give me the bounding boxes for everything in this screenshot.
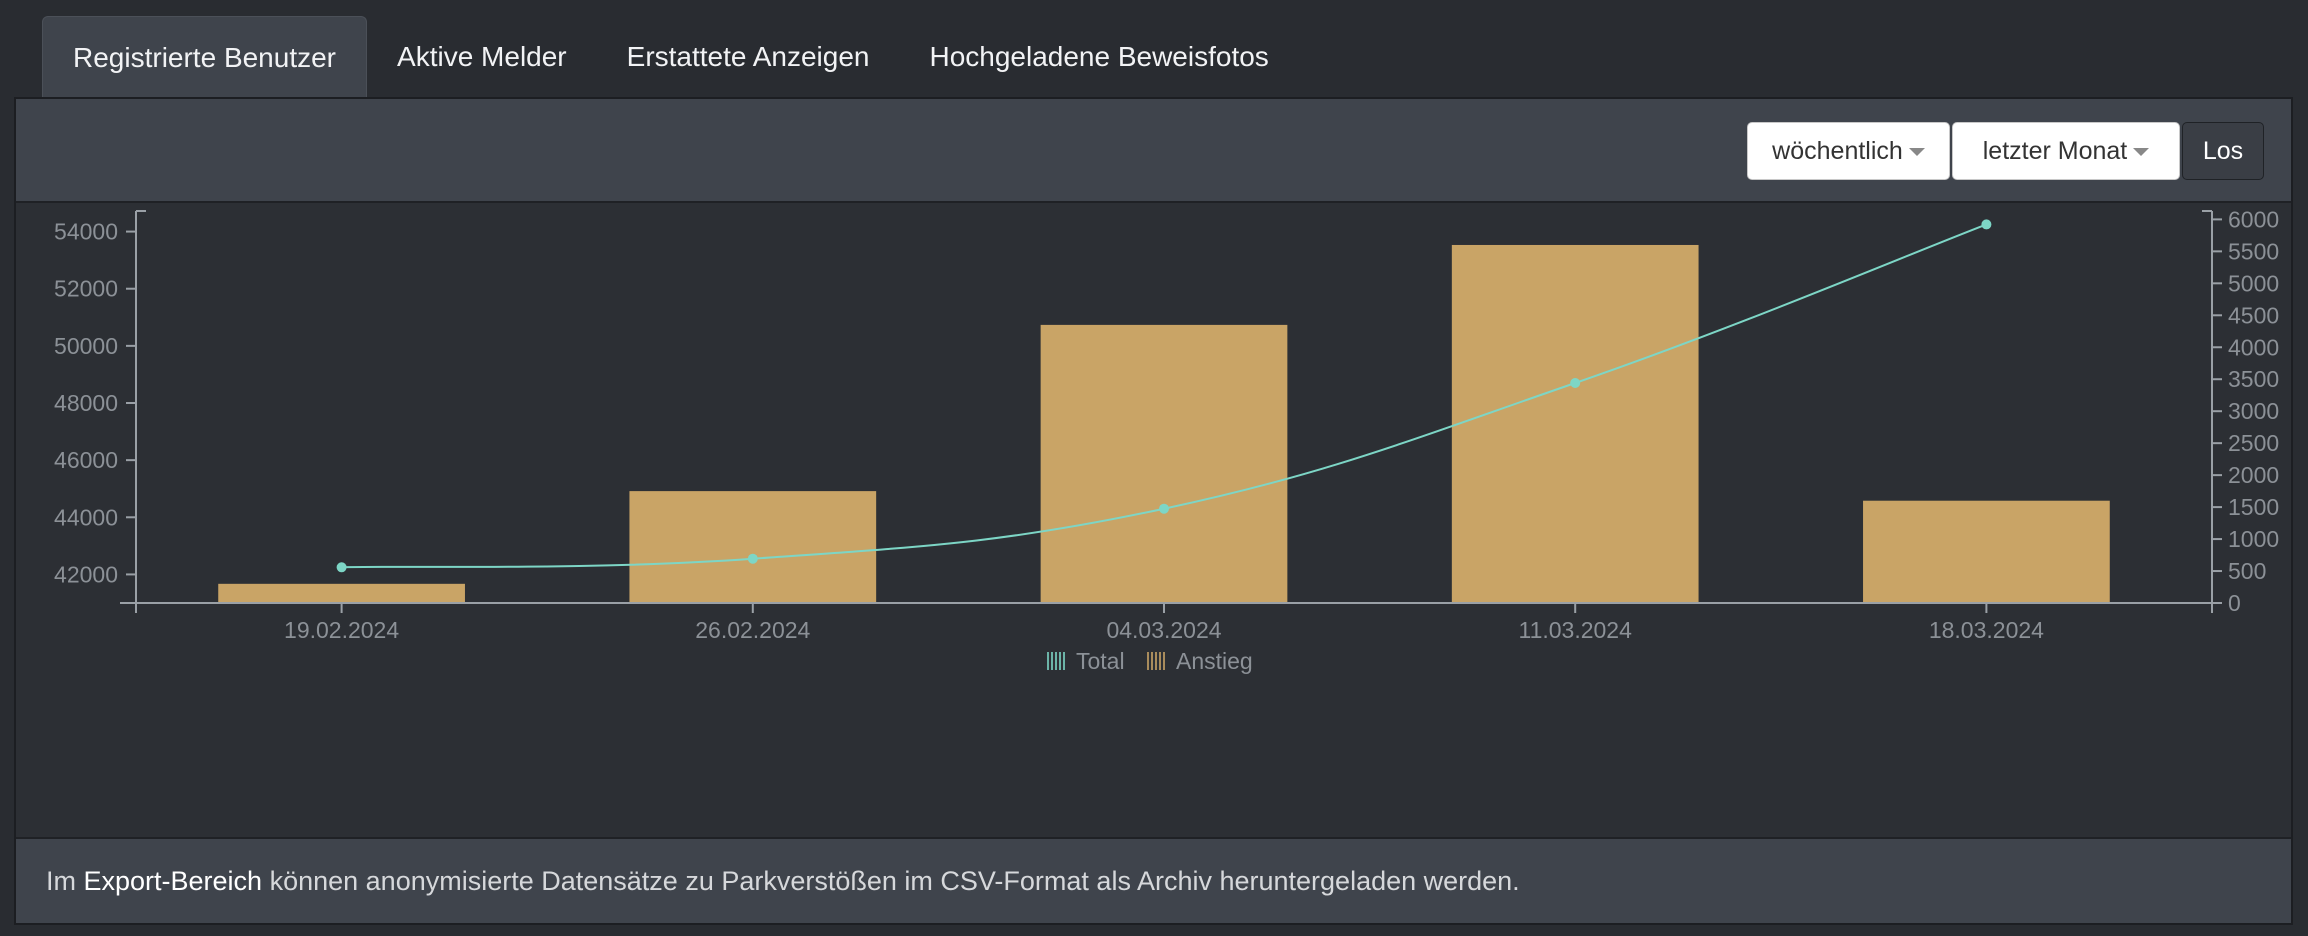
point-total [1159,503,1169,514]
bar-anstieg [629,491,877,603]
y-left-tick-label: 46000 [54,447,118,473]
y-right-tick-label: 6000 [2228,206,2279,232]
export-text-before: Im [46,865,84,896]
y-left-tick-label: 54000 [54,219,118,245]
bar-anstieg [1040,324,1288,603]
y-right-tick-label: 5500 [2228,238,2279,264]
y-left-tick-label: 50000 [54,333,118,359]
point-total [1981,219,1992,230]
tab-bar: Registrierte Benutzer Aktive Melder Erst… [42,16,1299,98]
tab-registered-users[interactable]: Registrierte Benutzer [42,16,368,98]
y-right-tick-label: 3500 [2228,366,2279,392]
chart-toolbar: wöchentlich letzter Monat Los [16,99,2291,203]
legend-label-total: Total [1076,648,1125,674]
y-left-tick-label: 52000 [54,276,118,302]
x-tick-label: 26.02.2024 [695,617,810,643]
x-tick-label: 18.03.2024 [1929,617,2044,643]
chevron-down-icon [1908,148,1925,156]
x-tick-label: 19.02.2024 [284,617,399,643]
y-left-tick-label: 48000 [54,390,118,416]
bar-anstieg [1451,244,1699,603]
y-right-tick-label: 2000 [2228,462,2279,488]
y-right-tick-label: 1500 [2228,494,2279,520]
y-right-tick-label: 5000 [2228,270,2279,296]
export-text-after: können anonymisierte Datensätze zu Parkv… [262,865,1520,896]
y-right-tick-label: 4000 [2228,334,2279,360]
go-button[interactable]: Los [2182,122,2264,180]
bar-anstieg [218,583,465,603]
export-area-link[interactable]: Export-Bereich [83,865,263,896]
range-select[interactable]: letzter Monat [1952,122,2180,180]
y-left-tick-label: 44000 [54,504,118,530]
point-total [336,562,347,573]
interval-select[interactable]: wöchentlich [1747,122,1950,180]
tab-uploaded-photos[interactable]: Hochgeladene Beweisfotos [929,41,1269,72]
x-tick-label: 11.03.2024 [1518,617,1632,643]
tab-active-reporters[interactable]: Aktive Melder [397,41,567,72]
y-right-tick-label: 3000 [2228,398,2279,424]
y-left-tick-label: 42000 [54,561,118,587]
y-right-tick-label: 4500 [2228,302,2279,328]
y-right-tick-label: 2500 [2228,430,2279,456]
x-tick-label: 04.03.2024 [1106,617,1221,643]
chevron-down-icon [2133,148,2150,156]
tab-filed-reports[interactable]: Erstattete Anzeigen [626,41,870,72]
legend-label-anstieg: Anstieg [1176,648,1253,674]
y-right-tick-label: 1000 [2228,526,2279,552]
interval-select-value: wöchentlich [1772,136,1903,165]
export-info: Im Export-Bereich können anonymisierte D… [16,837,2291,923]
range-select-value: letzter Monat [1982,136,2128,165]
bar-anstieg [1863,500,2110,603]
y-right-tick-label: 0 [2228,590,2241,616]
point-total [747,553,758,564]
y-right-tick-label: 500 [2228,558,2266,584]
chart-panel: wöchentlich letzter Monat Los 42000 44000… [14,97,2293,925]
point-total [1570,378,1581,388]
users-chart: 42000 44000 46000 48000 50000 52000 54000 0 500 1… [54,206,2279,674]
